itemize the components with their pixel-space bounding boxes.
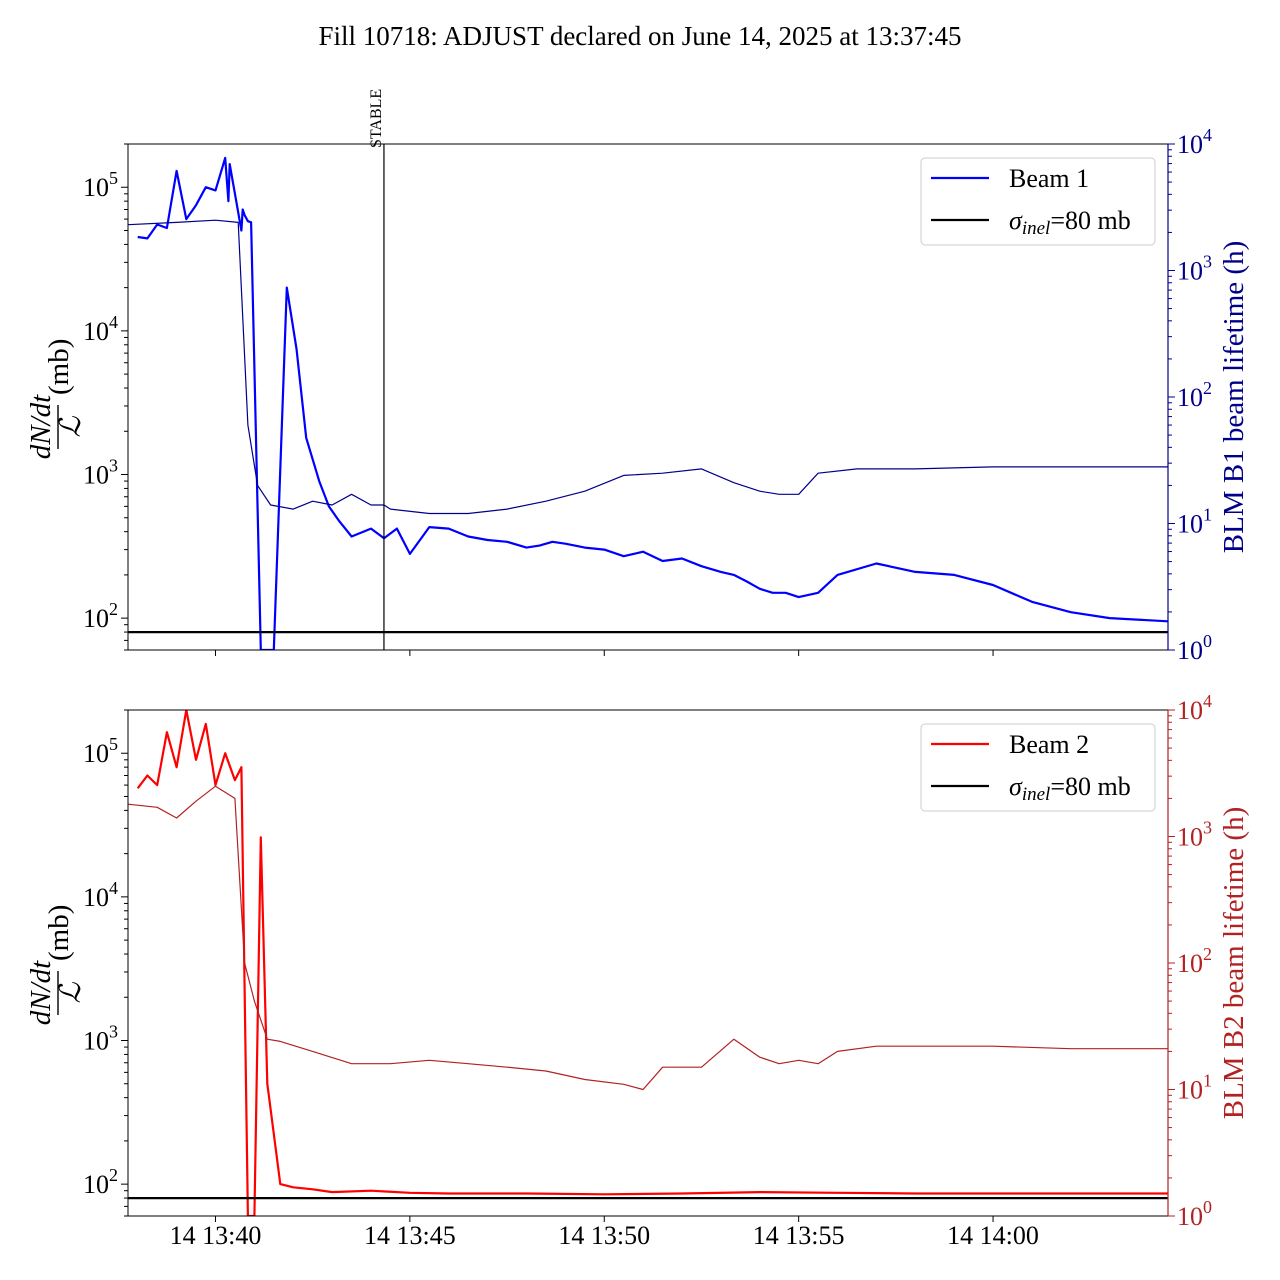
sigma-subscript: inel (1022, 218, 1051, 239)
x-tick-label: 14 13:50 (558, 1221, 650, 1250)
label-numerator: dN/dt (25, 960, 57, 1025)
x-tick-label: 14 13:45 (364, 1221, 456, 1250)
right-tick-label: 103 (1177, 818, 1212, 852)
label-denominator: ℒ (55, 415, 87, 437)
tick-exponent: 3 (109, 456, 118, 476)
tick-base: 10 (83, 604, 109, 633)
left-tick-label: 102 (83, 1165, 118, 1199)
right-tick-label: 100 (1177, 631, 1212, 665)
sigma-value: =80 mb (1050, 206, 1130, 235)
sigma-value: =80 mb (1050, 772, 1130, 801)
tick-exponent: 0 (1203, 1197, 1212, 1217)
left-tick-label: 102 (83, 599, 118, 633)
tick-base: 10 (1177, 949, 1203, 978)
label-unit: (mb) (43, 339, 75, 395)
tick-base: 10 (83, 1027, 109, 1056)
label-denominator: ℒ (55, 981, 87, 1003)
legend: Beam 1 σinel=80 mb (920, 157, 1156, 246)
tick-base: 10 (1177, 1076, 1203, 1105)
right-tick-label: 102 (1177, 944, 1212, 978)
sigma-symbol: σ (1009, 772, 1023, 801)
tick-exponent: 3 (1203, 818, 1212, 838)
legend-box (920, 157, 1156, 246)
x-tick-label: 14 13:55 (753, 1221, 845, 1250)
tick-exponent: 5 (109, 168, 118, 188)
tick-exponent: 2 (109, 1165, 118, 1185)
panel-top: STABLE102103104105100101102103104dN/dtℒ(… (25, 89, 1250, 665)
left-tick-label: 103 (83, 1022, 118, 1056)
right-tick-label: 104 (1177, 125, 1212, 159)
tick-base: 10 (1177, 1202, 1203, 1231)
tick-exponent: 5 (109, 734, 118, 754)
beam-series-line (137, 156, 1168, 650)
tick-exponent: 2 (109, 599, 118, 619)
left-axis-label: dN/dtℒ (mb) (25, 339, 87, 460)
legend-sigma-label: σinel=80 mb (1009, 206, 1131, 239)
stable-marker-label: STABLE (368, 89, 385, 148)
beam-series-line (136, 710, 1168, 1216)
right-tick-label: 100 (1177, 1197, 1212, 1231)
tick-exponent: 1 (1203, 1071, 1212, 1091)
tick-base: 10 (83, 739, 109, 768)
left-tick-label: 104 (83, 878, 118, 912)
tick-exponent: 4 (1203, 691, 1212, 711)
tick-base: 10 (1177, 257, 1203, 286)
left-tick-label: 105 (83, 734, 118, 768)
tick-exponent: 1 (1203, 505, 1212, 525)
right-tick-label: 103 (1177, 252, 1212, 286)
x-tick-label: 14 13:40 (170, 1221, 262, 1250)
right-tick-label: 104 (1177, 691, 1212, 725)
tick-base: 10 (83, 317, 109, 346)
tick-exponent: 3 (1203, 252, 1212, 272)
sigma-symbol: σ (1009, 206, 1023, 235)
tick-base: 10 (1177, 636, 1203, 665)
right-tick-label: 102 (1177, 378, 1212, 412)
tick-base: 10 (83, 883, 109, 912)
tick-base: 10 (83, 173, 109, 202)
x-tick-label: 14 14:00 (947, 1221, 1039, 1250)
tick-base: 10 (83, 1170, 109, 1199)
tick-base: 10 (83, 461, 109, 490)
legend-box (920, 723, 1156, 812)
plot-area (128, 156, 1168, 650)
left-axis-label: dN/dtℒ (mb) (25, 905, 87, 1026)
right-tick-label: 101 (1177, 505, 1212, 539)
legend-beam-label: Beam 1 (1009, 164, 1089, 193)
right-axis-label: BLM B1 beam lifetime (h) (1218, 241, 1250, 554)
left-tick-label: 105 (83, 168, 118, 202)
label-unit: (mb) (43, 905, 75, 961)
tick-base: 10 (1177, 383, 1203, 412)
tick-exponent: 4 (109, 878, 118, 898)
left-tick-label: 104 (83, 312, 118, 346)
tick-exponent: 4 (109, 312, 118, 332)
tick-exponent: 3 (109, 1022, 118, 1042)
tick-base: 10 (1177, 510, 1203, 539)
label-numerator: dN/dt (25, 394, 57, 459)
left-tick-label: 103 (83, 456, 118, 490)
tick-exponent: 4 (1203, 125, 1212, 145)
legend: Beam 2 σinel=80 mb (920, 723, 1156, 812)
plot-area (128, 710, 1168, 1216)
tick-exponent: 2 (1203, 944, 1212, 964)
tick-base: 10 (1177, 823, 1203, 852)
tick-exponent: 2 (1203, 378, 1212, 398)
lifetime-series-line (128, 219, 1168, 515)
tick-base: 10 (1177, 130, 1203, 159)
right-axis-label: BLM B2 beam lifetime (h) (1218, 807, 1250, 1120)
tick-base: 10 (1177, 696, 1203, 725)
sigma-subscript: inel (1022, 784, 1051, 805)
right-tick-label: 101 (1177, 1071, 1212, 1105)
chart-title: Fill 10718: ADJUST declared on June 14, … (319, 21, 962, 51)
legend-sigma-label: σinel=80 mb (1009, 772, 1131, 805)
legend-beam-label: Beam 2 (1009, 730, 1089, 759)
lifetime-series-line (128, 785, 1168, 1091)
tick-exponent: 0 (1203, 631, 1212, 651)
